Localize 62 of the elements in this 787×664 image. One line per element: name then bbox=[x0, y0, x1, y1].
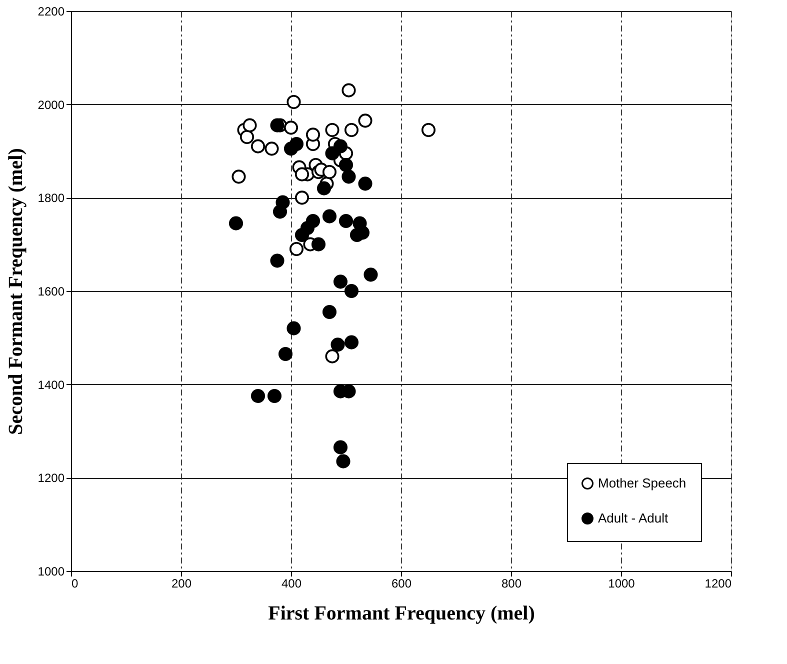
point bbox=[267, 388, 282, 404]
y-tick-label: 1200 bbox=[38, 471, 65, 486]
point bbox=[286, 94, 301, 110]
point bbox=[336, 454, 350, 468]
point bbox=[240, 130, 254, 144]
point bbox=[338, 214, 354, 228]
point bbox=[250, 388, 266, 404]
point bbox=[344, 284, 359, 298]
point bbox=[294, 167, 310, 182]
y-axis-title: Second Formant Frequency (mel) bbox=[4, 148, 27, 435]
x-tick-label: 1200 bbox=[704, 576, 732, 590]
point bbox=[364, 268, 378, 282]
point bbox=[333, 139, 348, 154]
y-tick-label: 2000 bbox=[38, 98, 65, 112]
point bbox=[232, 170, 246, 184]
point bbox=[338, 158, 354, 172]
point bbox=[421, 122, 436, 138]
point bbox=[322, 304, 337, 320]
y-tick-label: 1600 bbox=[38, 284, 65, 298]
x-tick-label: 400 bbox=[281, 576, 302, 590]
point bbox=[294, 190, 310, 205]
point bbox=[250, 139, 266, 154]
point bbox=[289, 242, 304, 256]
point bbox=[228, 216, 244, 230]
point bbox=[286, 321, 301, 336]
point bbox=[325, 122, 340, 138]
point bbox=[289, 136, 304, 152]
x-tick-label: 1000 bbox=[608, 576, 636, 590]
x-tick-label: 200 bbox=[171, 576, 192, 590]
legend-label: Adult - Adult bbox=[598, 510, 668, 526]
point bbox=[325, 349, 340, 364]
point bbox=[342, 83, 356, 98]
point bbox=[276, 195, 290, 210]
point bbox=[342, 170, 356, 184]
x-tick-label: 800 bbox=[501, 576, 522, 590]
x-tick-label: 600 bbox=[391, 576, 412, 590]
point bbox=[264, 142, 279, 156]
point bbox=[358, 114, 372, 128]
y-tick-label: 1400 bbox=[38, 378, 65, 392]
point bbox=[242, 118, 257, 132]
y-tick-label: 1000 bbox=[38, 564, 65, 578]
point bbox=[311, 237, 326, 252]
point bbox=[358, 176, 372, 191]
point bbox=[344, 335, 359, 350]
point bbox=[278, 346, 293, 362]
point bbox=[322, 164, 337, 180]
point bbox=[330, 338, 345, 352]
point bbox=[306, 214, 320, 228]
x-tick-label: 0 bbox=[72, 576, 78, 590]
point bbox=[316, 181, 332, 196]
legend-label: Mother Speech bbox=[598, 476, 686, 490]
y-tick-label: 1800 bbox=[38, 191, 65, 206]
point bbox=[270, 254, 284, 268]
point bbox=[284, 120, 298, 135]
x-axis-title: First Formant Frequency (mel) bbox=[268, 602, 535, 624]
point bbox=[333, 274, 348, 289]
point bbox=[270, 118, 284, 132]
point bbox=[344, 122, 359, 138]
point bbox=[306, 128, 320, 142]
point bbox=[322, 209, 337, 224]
point bbox=[333, 440, 348, 454]
y-tick-label: 2200 bbox=[38, 4, 65, 18]
